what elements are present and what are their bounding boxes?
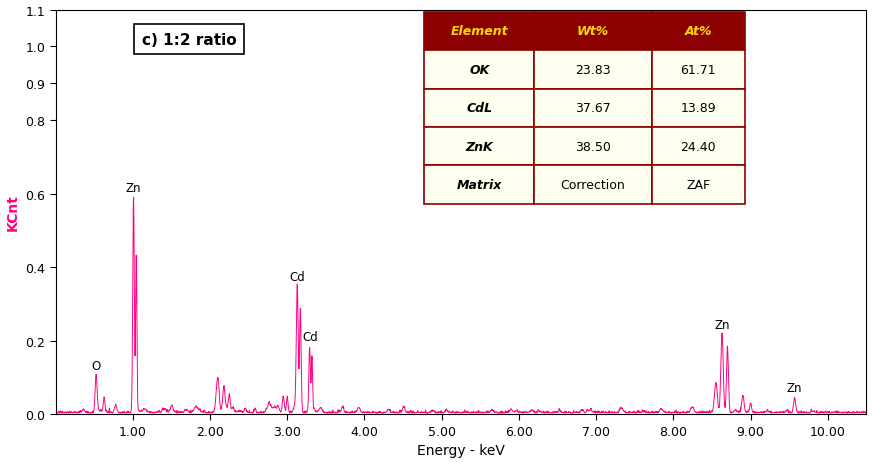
FancyBboxPatch shape — [534, 51, 651, 89]
Text: 38.50: 38.50 — [575, 140, 610, 153]
Text: Matrix: Matrix — [457, 179, 502, 192]
Text: 23.83: 23.83 — [575, 63, 610, 76]
Text: Cd: Cd — [303, 330, 318, 343]
FancyBboxPatch shape — [425, 89, 534, 128]
Text: Zn: Zn — [126, 181, 141, 194]
Text: At%: At% — [685, 25, 712, 38]
Text: 61.71: 61.71 — [680, 63, 716, 76]
Text: Zn: Zn — [714, 318, 730, 331]
Text: Cd: Cd — [290, 270, 305, 283]
FancyBboxPatch shape — [651, 51, 745, 89]
Text: ZnK: ZnK — [466, 140, 493, 153]
Text: Correction: Correction — [561, 179, 625, 192]
FancyBboxPatch shape — [425, 13, 534, 51]
Text: CdL: CdL — [467, 102, 493, 115]
FancyBboxPatch shape — [425, 128, 534, 166]
Text: 24.40: 24.40 — [680, 140, 716, 153]
FancyBboxPatch shape — [425, 51, 534, 89]
Text: O: O — [92, 359, 100, 372]
FancyBboxPatch shape — [651, 166, 745, 205]
FancyBboxPatch shape — [651, 89, 745, 128]
Y-axis label: KCnt: KCnt — [5, 194, 19, 231]
Text: 37.67: 37.67 — [575, 102, 610, 115]
Text: OK: OK — [469, 63, 489, 76]
Text: Element: Element — [451, 25, 508, 38]
FancyBboxPatch shape — [651, 128, 745, 166]
FancyBboxPatch shape — [534, 128, 651, 166]
Text: ZAF: ZAF — [686, 179, 710, 192]
X-axis label: Energy - keV: Energy - keV — [417, 444, 505, 457]
FancyBboxPatch shape — [534, 89, 651, 128]
FancyBboxPatch shape — [425, 166, 534, 205]
FancyBboxPatch shape — [651, 13, 745, 51]
Text: 13.89: 13.89 — [680, 102, 716, 115]
Text: Wt%: Wt% — [576, 25, 609, 38]
Text: Zn: Zn — [787, 382, 802, 394]
FancyBboxPatch shape — [534, 166, 651, 205]
FancyBboxPatch shape — [534, 13, 651, 51]
Text: c) 1:2 ratio: c) 1:2 ratio — [142, 33, 236, 48]
